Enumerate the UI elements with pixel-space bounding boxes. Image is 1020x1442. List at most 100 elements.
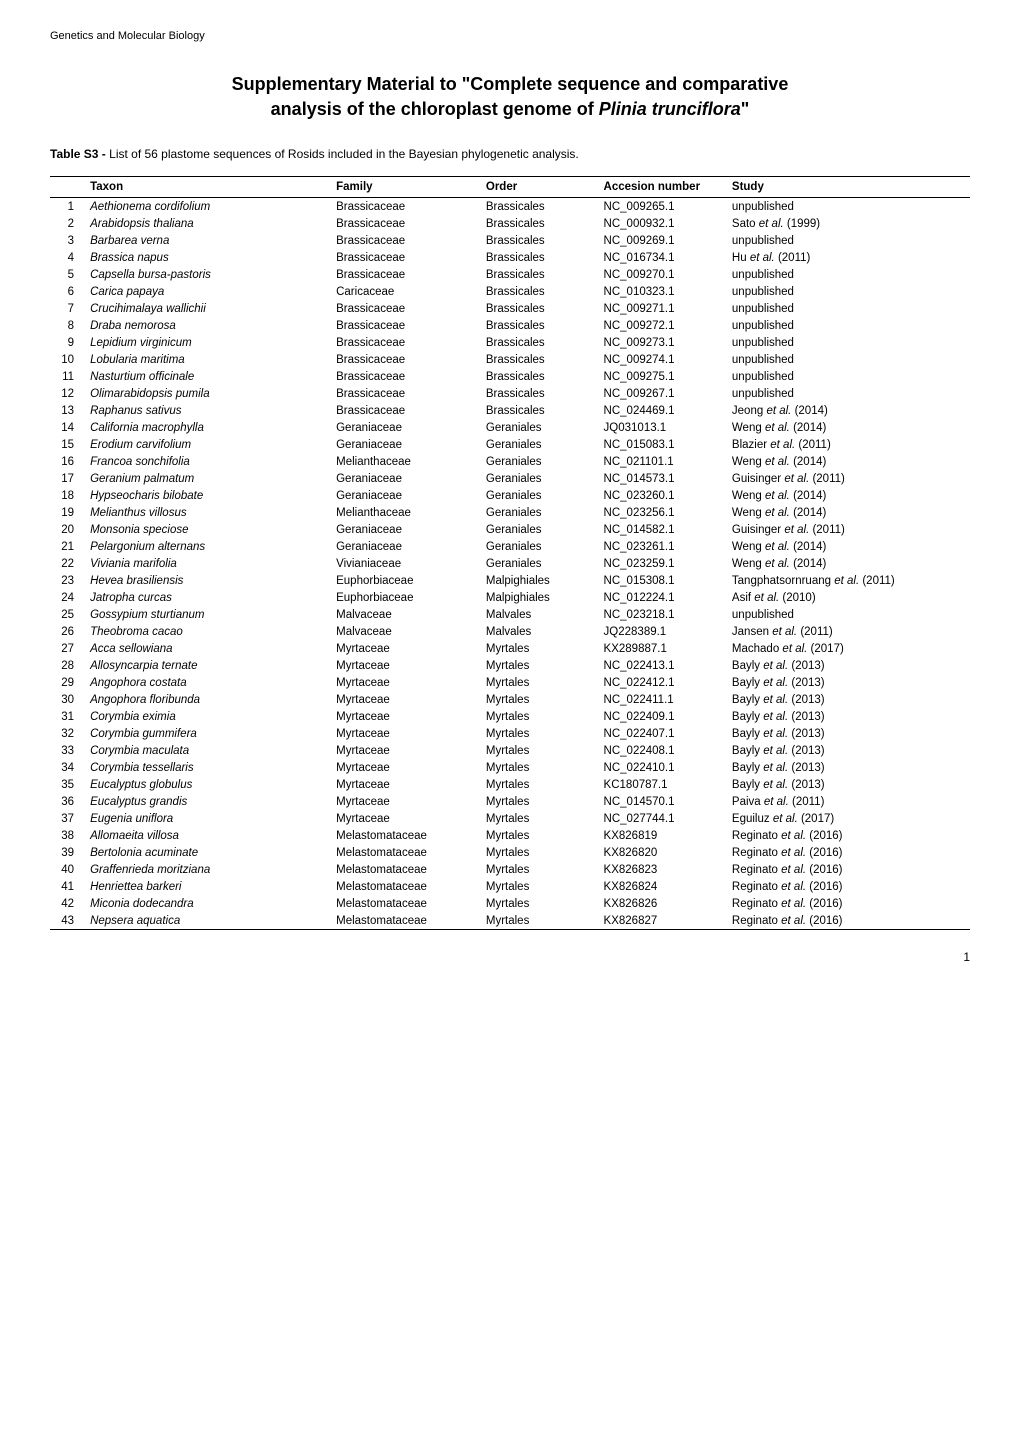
cell-taxon: Erodium carvifolium bbox=[82, 436, 328, 453]
cell-study: Weng et al. (2014) bbox=[724, 538, 970, 555]
cell-family: Myrtaceae bbox=[328, 776, 478, 793]
header-accession: Accesion number bbox=[596, 177, 724, 198]
cell-study: Weng et al. (2014) bbox=[724, 555, 970, 572]
study-etal: et al. bbox=[765, 507, 790, 519]
study-author: Reginato bbox=[732, 847, 781, 859]
cell-number: 10 bbox=[50, 351, 82, 368]
table-row: 7Crucihimalaya wallichiiBrassicaceaeBras… bbox=[50, 300, 970, 317]
table-caption-text: List of 56 plastome sequences of Rosids … bbox=[109, 147, 579, 161]
cell-taxon: Eugenia uniflora bbox=[82, 810, 328, 827]
cell-accession: NC_021101.1 bbox=[596, 453, 724, 470]
cell-family: Euphorbiaceae bbox=[328, 589, 478, 606]
cell-family: Geraniaceae bbox=[328, 521, 478, 538]
study-author: Weng bbox=[732, 422, 765, 434]
cell-taxon: Olimarabidopsis pumila bbox=[82, 385, 328, 402]
cell-number: 37 bbox=[50, 810, 82, 827]
study-etal: et al. bbox=[781, 864, 806, 876]
study-author: Blazier bbox=[732, 439, 770, 451]
study-year: (2016) bbox=[806, 830, 842, 842]
cell-number: 32 bbox=[50, 725, 82, 742]
cell-number: 7 bbox=[50, 300, 82, 317]
cell-order: Brassicales bbox=[478, 249, 596, 266]
title-line2-prefix: analysis of the chloroplast genome of bbox=[271, 99, 599, 119]
table-row: 20Monsonia specioseGeraniaceaeGeraniales… bbox=[50, 521, 970, 538]
cell-number: 4 bbox=[50, 249, 82, 266]
cell-order: Geraniales bbox=[478, 504, 596, 521]
cell-order: Myrtales bbox=[478, 878, 596, 895]
table-row: 24Jatropha curcasEuphorbiaceaeMalpighial… bbox=[50, 589, 970, 606]
table-row: 17Geranium palmatumGeraniaceaeGeraniales… bbox=[50, 470, 970, 487]
table-row: 25Gossypium sturtianumMalvaceaeMalvalesN… bbox=[50, 606, 970, 623]
header-study: Study bbox=[724, 177, 970, 198]
cell-taxon: Geranium palmatum bbox=[82, 470, 328, 487]
cell-family: Brassicaceae bbox=[328, 402, 478, 419]
cell-order: Myrtales bbox=[478, 640, 596, 657]
cell-order: Brassicales bbox=[478, 283, 596, 300]
cell-number: 40 bbox=[50, 861, 82, 878]
cell-accession: KX826824 bbox=[596, 878, 724, 895]
cell-number: 17 bbox=[50, 470, 82, 487]
journal-name: Genetics and Molecular Biology bbox=[50, 30, 970, 42]
cell-order: Myrtales bbox=[478, 895, 596, 912]
cell-order: Brassicales bbox=[478, 215, 596, 232]
study-author: Reginato bbox=[732, 881, 781, 893]
study-etal: et al. bbox=[770, 439, 795, 451]
cell-number: 27 bbox=[50, 640, 82, 657]
cell-study: Weng et al. (2014) bbox=[724, 487, 970, 504]
cell-order: Brassicales bbox=[478, 266, 596, 283]
cell-taxon: Raphanus sativus bbox=[82, 402, 328, 419]
cell-accession: KX826823 bbox=[596, 861, 724, 878]
study-year: (2014) bbox=[790, 422, 826, 434]
study-author: Bayly bbox=[732, 728, 763, 740]
cell-number: 20 bbox=[50, 521, 82, 538]
study-etal: et al. bbox=[782, 643, 807, 655]
table-row: 40Graffenrieda moritzianaMelastomataceae… bbox=[50, 861, 970, 878]
cell-taxon: Aethionema cordifolium bbox=[82, 198, 328, 216]
cell-taxon: Corymbia tessellaris bbox=[82, 759, 328, 776]
cell-number: 13 bbox=[50, 402, 82, 419]
cell-family: Brassicaceae bbox=[328, 215, 478, 232]
table-row: 31Corymbia eximiaMyrtaceaeMyrtalesNC_022… bbox=[50, 708, 970, 725]
table-row: 38Allomaeita villosaMelastomataceaeMyrta… bbox=[50, 827, 970, 844]
cell-accession: NC_009273.1 bbox=[596, 334, 724, 351]
cell-family: Myrtaceae bbox=[328, 691, 478, 708]
cell-accession: NC_022409.1 bbox=[596, 708, 724, 725]
cell-taxon: Melianthus villosus bbox=[82, 504, 328, 521]
study-etal: et al. bbox=[765, 541, 790, 553]
cell-family: Myrtaceae bbox=[328, 708, 478, 725]
cell-accession: NC_012224.1 bbox=[596, 589, 724, 606]
cell-family: Brassicaceae bbox=[328, 249, 478, 266]
study-author: Bayly bbox=[732, 660, 763, 672]
cell-taxon: Acca sellowiana bbox=[82, 640, 328, 657]
cell-family: Myrtaceae bbox=[328, 725, 478, 742]
cell-order: Brassicales bbox=[478, 232, 596, 249]
cell-study: Reginato et al. (2016) bbox=[724, 895, 970, 912]
cell-accession: NC_023218.1 bbox=[596, 606, 724, 623]
cell-study: unpublished bbox=[724, 606, 970, 623]
cell-study: unpublished bbox=[724, 283, 970, 300]
table-row: 18Hypseocharis bilobateGeraniaceaeGerani… bbox=[50, 487, 970, 504]
cell-family: Brassicaceae bbox=[328, 232, 478, 249]
cell-order: Geraniales bbox=[478, 555, 596, 572]
cell-family: Geraniaceae bbox=[328, 538, 478, 555]
table-row: 22Viviania marifoliaVivianiaceaeGeranial… bbox=[50, 555, 970, 572]
cell-accession: KX826819 bbox=[596, 827, 724, 844]
study-etal: et al. bbox=[763, 711, 788, 723]
cell-number: 24 bbox=[50, 589, 82, 606]
study-year: (2016) bbox=[806, 847, 842, 859]
cell-number: 38 bbox=[50, 827, 82, 844]
cell-order: Geraniales bbox=[478, 453, 596, 470]
cell-study: Guisinger et al. (2011) bbox=[724, 521, 970, 538]
cell-number: 22 bbox=[50, 555, 82, 572]
study-year: (2013) bbox=[788, 728, 824, 740]
title-line2-suffix: " bbox=[741, 99, 750, 119]
cell-accession: NC_009265.1 bbox=[596, 198, 724, 216]
study-year: (2013) bbox=[788, 694, 824, 706]
cell-family: Geraniaceae bbox=[328, 419, 478, 436]
study-etal: et al. bbox=[772, 626, 797, 638]
study-year: (2014) bbox=[790, 490, 826, 502]
cell-family: Brassicaceae bbox=[328, 317, 478, 334]
cell-taxon: Corymbia eximia bbox=[82, 708, 328, 725]
table-row: 16Francoa sonchifoliaMelianthaceaeGerani… bbox=[50, 453, 970, 470]
cell-study: unpublished bbox=[724, 351, 970, 368]
